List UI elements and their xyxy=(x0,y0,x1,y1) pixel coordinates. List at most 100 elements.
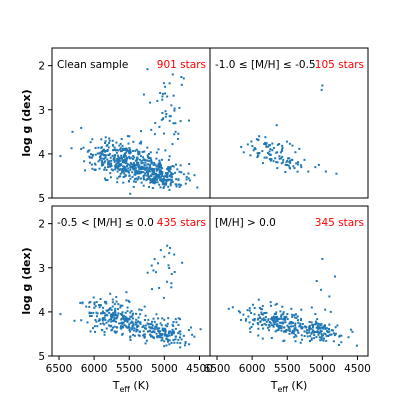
data-point xyxy=(324,170,327,173)
data-point xyxy=(274,312,277,315)
data-point xyxy=(143,163,146,166)
data-point xyxy=(151,168,154,171)
data-point xyxy=(173,107,176,110)
data-point xyxy=(129,150,132,153)
data-point xyxy=(123,324,126,327)
data-point xyxy=(99,322,102,325)
data-point xyxy=(285,140,288,143)
data-point xyxy=(292,165,295,168)
data-point xyxy=(153,176,156,179)
data-point xyxy=(159,249,162,252)
data-point xyxy=(140,130,143,133)
data-point xyxy=(135,159,138,162)
data-point xyxy=(164,178,167,181)
data-point xyxy=(295,335,298,338)
data-point xyxy=(178,185,181,188)
data-point xyxy=(142,156,145,159)
data-point xyxy=(168,267,171,270)
data-point xyxy=(317,322,320,325)
data-point xyxy=(152,163,155,166)
x-tick-label: 6000 xyxy=(239,363,266,375)
data-point xyxy=(100,146,103,149)
data-point xyxy=(140,181,143,184)
data-point xyxy=(156,176,159,179)
data-point xyxy=(98,158,101,161)
data-point xyxy=(237,310,240,313)
data-point xyxy=(117,156,120,159)
data-point xyxy=(248,321,251,324)
data-point xyxy=(264,141,267,144)
data-point xyxy=(179,120,182,123)
data-point xyxy=(308,331,311,334)
data-point xyxy=(301,338,304,341)
data-point xyxy=(128,164,131,167)
data-point xyxy=(287,326,290,329)
data-point xyxy=(153,320,156,323)
data-point xyxy=(279,326,282,329)
data-point xyxy=(298,324,301,327)
data-point xyxy=(308,339,311,342)
data-point xyxy=(115,163,118,166)
data-point xyxy=(92,311,95,314)
data-point xyxy=(193,335,196,338)
data-point xyxy=(163,328,166,331)
data-point xyxy=(148,165,151,168)
data-point xyxy=(119,172,122,175)
data-point xyxy=(148,326,151,329)
data-point xyxy=(128,317,131,320)
data-point xyxy=(251,145,254,148)
data-point xyxy=(114,313,117,316)
data-point xyxy=(140,167,143,170)
data-point xyxy=(294,324,297,327)
data-point xyxy=(132,333,135,336)
data-point xyxy=(164,324,167,327)
data-point xyxy=(150,180,153,183)
data-point xyxy=(135,330,138,333)
data-point xyxy=(163,177,166,180)
data-point xyxy=(59,155,62,158)
data-point xyxy=(267,318,270,321)
data-point xyxy=(163,329,166,332)
data-point xyxy=(152,327,155,330)
data-point xyxy=(293,336,296,339)
data-point xyxy=(296,170,299,173)
data-point xyxy=(119,142,122,145)
data-point xyxy=(129,315,132,318)
data-point xyxy=(163,182,166,185)
data-point xyxy=(142,178,145,181)
data-point xyxy=(129,177,132,180)
data-point xyxy=(157,148,160,151)
data-point xyxy=(170,333,173,336)
data-point xyxy=(268,143,271,146)
data-point xyxy=(149,181,152,184)
data-point xyxy=(281,161,284,164)
data-point xyxy=(250,140,253,143)
data-point xyxy=(158,331,161,334)
data-point xyxy=(143,168,146,171)
data-point xyxy=(148,170,151,173)
data-point xyxy=(257,138,260,141)
data-point xyxy=(286,318,289,321)
data-point xyxy=(152,170,155,173)
data-point xyxy=(121,148,124,151)
data-point xyxy=(100,329,103,332)
data-point xyxy=(167,158,170,161)
data-point xyxy=(118,322,121,325)
data-point xyxy=(257,323,260,326)
data-point xyxy=(301,326,304,329)
data-point xyxy=(181,261,184,264)
data-point xyxy=(152,177,155,180)
data-point xyxy=(325,334,328,337)
data-point xyxy=(166,338,169,341)
data-point xyxy=(276,324,279,327)
data-point xyxy=(105,302,108,305)
data-point xyxy=(168,178,171,181)
data-point xyxy=(273,319,276,322)
data-point xyxy=(319,324,322,327)
data-point xyxy=(286,159,289,162)
data-point xyxy=(118,168,121,171)
data-point xyxy=(111,328,114,331)
data-point xyxy=(132,180,135,183)
data-point xyxy=(98,306,101,309)
data-point xyxy=(299,341,302,344)
